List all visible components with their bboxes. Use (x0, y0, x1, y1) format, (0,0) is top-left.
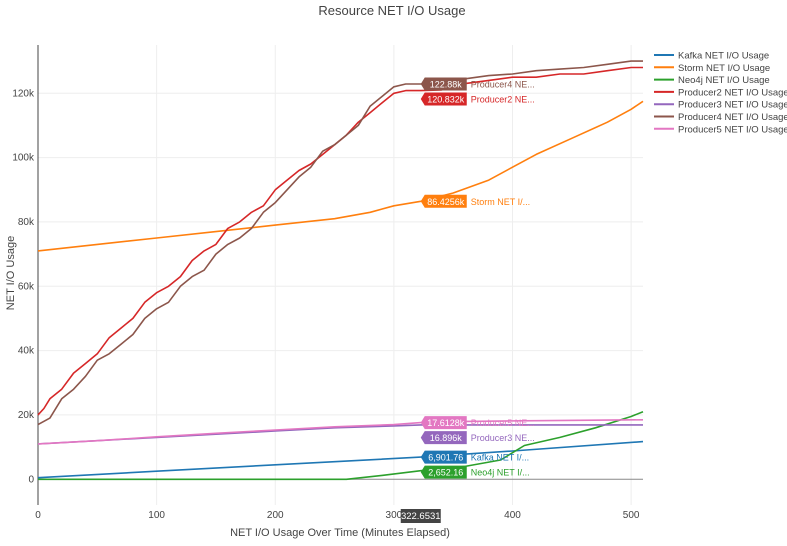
hover-label: 122.88k Producer4 NE... (420, 77, 535, 91)
hover-series-text: Producer3 NE... (471, 433, 535, 443)
legend-label: Neo4j NET I/O Usage (678, 75, 770, 86)
hover-label: 16.896k Producer3 NE... (420, 431, 535, 445)
hover-value-box (420, 465, 467, 479)
x-tick-label: 200 (267, 510, 284, 521)
legend-item[interactable]: Producer4 NET I/O Usage (654, 112, 787, 123)
grid-lines (37, 45, 643, 505)
x-tick-label: 0 (35, 510, 41, 521)
hover-value-text: 6,901.76 (428, 453, 463, 463)
series-line-producer2 (37, 66, 643, 416)
hover-label: 17.6128k Producer5 NE... (420, 416, 535, 430)
hover-series-text: Producer5 NE... (471, 418, 535, 428)
x-tick-label: 100 (148, 510, 165, 521)
hover-value-text: 86.4256k (427, 197, 465, 207)
legend-item[interactable]: Producer2 NET I/O Usage (654, 87, 787, 98)
x-tick-label: 300 (386, 510, 403, 521)
hover-series-text: Kafka NET I/... (471, 453, 529, 463)
y-tick-label: 120k (12, 88, 35, 99)
legend-label: Kafka NET I/O Usage (678, 51, 769, 62)
hover-series-text: Neo4j NET I/... (471, 468, 530, 478)
hover-label: 86.4256k Storm NET I/... (420, 194, 530, 208)
series-line-producer5 (37, 419, 644, 445)
legend-item[interactable]: Producer3 NET I/O Usage (654, 100, 787, 111)
hover-labels: 122.88k Producer4 NE... 120.832k Producer2 … (400, 77, 535, 523)
y-tick-label: 0 (28, 474, 34, 485)
hover-value-box (420, 77, 467, 91)
hover-value-box (420, 92, 467, 106)
hover-value-box (420, 416, 467, 430)
hover-series-text: Storm NET I/... (471, 197, 530, 207)
legend-item[interactable]: Kafka NET I/O Usage (654, 51, 769, 62)
hover-value-text: 120.832k (427, 94, 465, 104)
y-tick-label: 60k (18, 281, 35, 292)
hover-value-box (420, 431, 467, 445)
series-line-producer4 (37, 60, 643, 426)
hover-x-box (400, 509, 441, 523)
legend-item[interactable]: Storm NET I/O Usage (654, 63, 770, 74)
series-line-kafka (37, 440, 644, 479)
legend-label: Storm NET I/O Usage (678, 63, 770, 74)
hover-label: 6,901.76 Kafka NET I/... (420, 450, 529, 464)
axes: 0 100 200 300 400 500 0 20k 40k 60k 80k 100k 120k (12, 45, 640, 521)
series-line-producer3 (37, 424, 643, 445)
series-lines (37, 60, 644, 481)
legend-label: Producer2 NET I/O Usage (678, 87, 787, 98)
hover-series-text: Producer2 NE... (471, 94, 535, 104)
y-tick-label: 40k (18, 346, 35, 357)
hover-value-text: 122.88k (430, 79, 463, 89)
hover-label: 120.832k Producer2 NE... (420, 92, 535, 106)
y-tick-label: 80k (18, 217, 35, 228)
x-tick-label: 500 (623, 510, 640, 521)
hover-x-label: 322.6531 (400, 509, 441, 523)
y-tick-label: 100k (12, 153, 35, 164)
hover-value-text: 16.896k (430, 433, 463, 443)
series-line-storm (37, 100, 644, 252)
hover-label: 2,652.16 Neo4j NET I/... (420, 465, 530, 479)
legend-label: Producer4 NET I/O Usage (678, 112, 787, 123)
y-axis-label: NET I/O Usage (5, 236, 17, 310)
legend-item[interactable]: Neo4j NET I/O Usage (654, 75, 770, 86)
x-tick-label: 400 (504, 510, 521, 521)
hover-value-text: 2,652.16 (428, 468, 463, 478)
hover-value-text: 17.6128k (427, 418, 465, 428)
series-line-neo4j (38, 410, 644, 481)
hover-value-box (420, 194, 467, 208)
x-axis-label: NET I/O Usage Over Time (Minutes Elapsed… (230, 527, 450, 539)
hover-series-text: Producer4 NE... (471, 79, 535, 89)
y-tick-label: 20k (18, 410, 35, 421)
legend-item[interactable]: Producer5 NET I/O Usage (654, 124, 787, 135)
hover-x-text: 322.6531 (401, 511, 441, 522)
legend-label: Producer5 NET I/O Usage (678, 124, 787, 135)
chart-title: Resource NET I/O Usage (318, 3, 465, 18)
legend-label: Producer3 NET I/O Usage (678, 100, 787, 111)
hover-value-box (420, 450, 467, 464)
